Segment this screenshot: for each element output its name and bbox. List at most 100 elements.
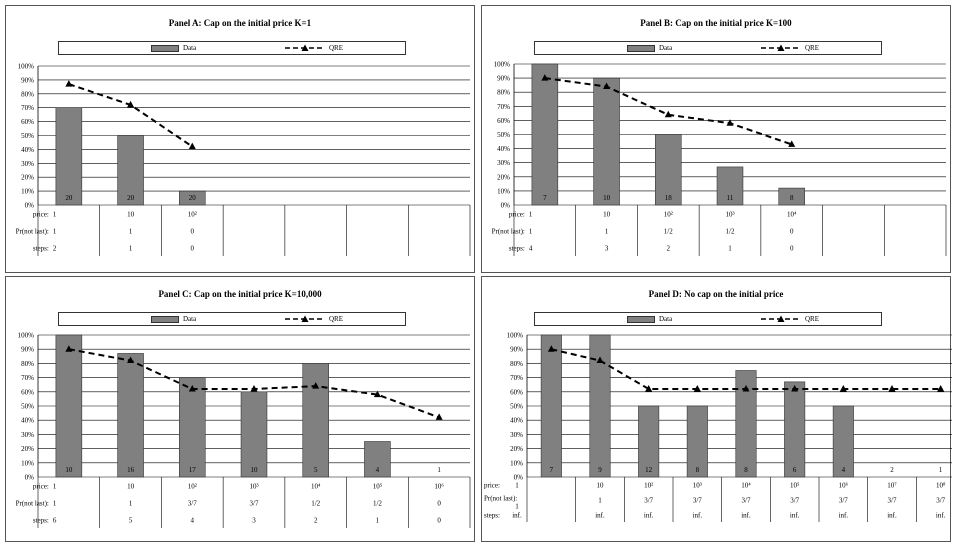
row-cell-steps: 6 bbox=[53, 517, 57, 525]
row-cell-steps: 2 bbox=[53, 245, 57, 253]
y-tick-label: 10% bbox=[497, 187, 510, 195]
row-cell-price: 10² bbox=[644, 482, 653, 490]
legend: Data QRE bbox=[534, 41, 882, 55]
data-bar bbox=[55, 334, 83, 478]
qre-point bbox=[65, 80, 73, 87]
row-cell-steps: inf. bbox=[839, 512, 849, 520]
chart-panel-a: 0%10%20%30%40%50%60%70%80%90%100%20 20 20p… bbox=[16, 63, 471, 256]
qre-point bbox=[839, 384, 847, 392]
bar-count-label: 8 bbox=[744, 466, 748, 474]
y-tick-label: 40% bbox=[497, 145, 510, 153]
bar-count-label: 4 bbox=[842, 466, 846, 474]
row-cell-prnotlast: 3/7 bbox=[250, 500, 259, 508]
bar-count-label: 4 bbox=[376, 466, 380, 474]
row-cell-prnotlast: 3/7 bbox=[742, 497, 751, 505]
bar-swatch-icon bbox=[627, 315, 655, 323]
row-cell-prnotlast: 3/7 bbox=[839, 497, 848, 505]
data-bar bbox=[117, 135, 144, 206]
chart-panel-c: 0%10%20%30%40%50%60%70%80%90%100%10 16 17 1… bbox=[16, 332, 471, 528]
data-bar bbox=[716, 166, 744, 206]
bar-count-label: 20 bbox=[189, 194, 197, 202]
y-tick-label: 50% bbox=[21, 132, 34, 140]
bar-count-label: 10 bbox=[251, 466, 259, 474]
bar-count-label: 1 bbox=[939, 466, 943, 474]
row-label-price: price: bbox=[509, 211, 525, 219]
data-bar bbox=[686, 405, 708, 478]
row-cell-prnotlast: 1 bbox=[129, 500, 133, 508]
qre-point bbox=[645, 384, 653, 392]
data-bar bbox=[55, 107, 83, 206]
row-cell-price: 10² bbox=[188, 211, 197, 219]
dashed-triangle-line-icon bbox=[285, 315, 325, 322]
y-tick-label: 80% bbox=[21, 360, 34, 368]
qre-point bbox=[664, 110, 672, 118]
row-cell-price: 10⁴ bbox=[311, 483, 321, 491]
data-bar bbox=[784, 381, 806, 478]
legend-data: Data bbox=[627, 44, 672, 52]
panel-title: Panel B: Cap on the initial price K=100 bbox=[640, 18, 792, 28]
data-bar bbox=[302, 363, 329, 478]
y-tick-label: 40% bbox=[21, 417, 34, 425]
panel-title: Panel C: Cap on the initial price K=10,0… bbox=[158, 289, 322, 299]
data-bar bbox=[240, 391, 268, 478]
legend: Data QRE bbox=[58, 41, 406, 55]
row-cell-steps: 3 bbox=[252, 517, 256, 525]
qre-point bbox=[742, 384, 750, 392]
row-label-prnotlast: Pr(not last): bbox=[16, 500, 49, 508]
qre-point bbox=[788, 140, 796, 147]
bar-count-label: 5 bbox=[314, 466, 318, 474]
qre-point bbox=[937, 384, 945, 392]
row-label-steps: steps: bbox=[33, 517, 49, 525]
dashed-triangle-line-icon bbox=[761, 44, 801, 51]
y-tick-label: 60% bbox=[510, 388, 523, 396]
y-tick-label: 20% bbox=[21, 174, 34, 182]
bar-swatch-icon bbox=[151, 44, 179, 52]
row-cell-price: 10⁴ bbox=[741, 482, 751, 490]
row-cell-price: 10⁸ bbox=[936, 482, 946, 490]
row-cell-prnotlast: 3/7 bbox=[888, 497, 897, 505]
row-cell-steps: inf. bbox=[595, 512, 605, 520]
data-bar bbox=[589, 334, 611, 478]
y-tick-label: 0% bbox=[514, 474, 524, 482]
y-tick-label: 0% bbox=[25, 474, 35, 482]
row-cell-price: 10³ bbox=[693, 482, 702, 490]
y-tick-label: 50% bbox=[21, 403, 34, 411]
legend-data: Data bbox=[151, 44, 196, 52]
dashed-triangle-line-icon bbox=[761, 315, 801, 322]
y-tick-label: 70% bbox=[510, 374, 523, 382]
qre-point bbox=[888, 384, 896, 392]
qre-point bbox=[596, 356, 604, 364]
qre-point bbox=[127, 100, 135, 108]
y-tick-label: 40% bbox=[510, 417, 523, 425]
row-cell-prnotlast: 0 bbox=[790, 228, 794, 236]
data-bar bbox=[179, 190, 206, 206]
legend-data: Data bbox=[627, 315, 672, 323]
panel-a: Panel A: Cap on the initial price K=1 Da… bbox=[5, 5, 475, 273]
bar-swatch-icon bbox=[627, 44, 655, 52]
row-cell-steps: inf. bbox=[936, 512, 946, 520]
data-bar bbox=[735, 370, 757, 478]
y-tick-label: 10% bbox=[21, 188, 34, 196]
row-cell-steps: 1 bbox=[376, 517, 380, 525]
data-bar bbox=[638, 405, 660, 478]
bar-count-label: 2 bbox=[890, 466, 894, 474]
qre-point bbox=[541, 74, 549, 81]
y-tick-label: 100% bbox=[18, 63, 35, 71]
row-cell-prnotlast: 1 bbox=[53, 228, 57, 236]
y-tick-label: 30% bbox=[21, 160, 34, 168]
qre-point bbox=[693, 384, 701, 392]
row-cell-prnotlast: 1 bbox=[515, 503, 519, 511]
row-cell-steps: 0 bbox=[437, 517, 441, 525]
legend: Data QRE bbox=[534, 312, 882, 326]
panel-c: Panel C: Cap on the initial price K=10,0… bbox=[5, 276, 475, 542]
y-tick-label: 70% bbox=[21, 374, 34, 382]
row-cell-prnotlast: 1 bbox=[605, 228, 609, 236]
y-tick-label: 20% bbox=[497, 173, 510, 181]
legend-qre: QRE bbox=[761, 44, 819, 52]
row-label-prnotlast: Pr(not last): bbox=[16, 228, 49, 236]
row-label-price: price: bbox=[33, 483, 49, 491]
bar-swatch-icon bbox=[151, 315, 179, 323]
row-cell-price: 10⁵ bbox=[373, 483, 383, 491]
qre-point bbox=[726, 119, 734, 126]
data-bar bbox=[832, 405, 854, 478]
